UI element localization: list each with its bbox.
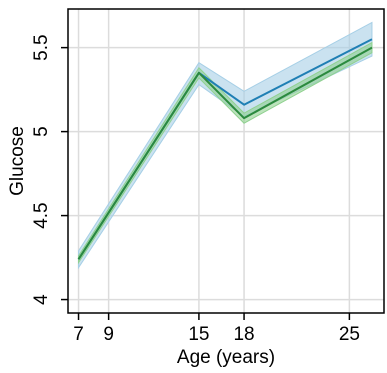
y-axis-label: Glucose [7,126,28,196]
y-tick-label-3: 5.5 [31,34,52,60]
x-tick-label-0: 7 [73,324,84,345]
x-tick-label-4: 25 [339,324,360,345]
x-tick-label-1: 9 [103,324,114,345]
plot-frame [67,8,385,314]
series-2-band [78,41,373,265]
series-lines [77,38,373,260]
series-1-band [78,21,373,270]
x-axis-ticks: 7 9 15 18 25 [73,313,360,345]
y-tick-label-1: 4.5 [31,202,52,228]
x-tick-label-3: 18 [233,324,254,345]
y-tick-label-2: 5 [31,126,52,137]
x-axis-label: Age (years) [177,347,275,368]
y-axis-ticks: 4 4.5 5 5.5 [31,34,68,305]
x-tick-label-2: 15 [188,324,209,345]
series-2-line [77,46,373,260]
confidence-bands [78,21,373,270]
y-tick-label-0: 4 [31,294,52,305]
